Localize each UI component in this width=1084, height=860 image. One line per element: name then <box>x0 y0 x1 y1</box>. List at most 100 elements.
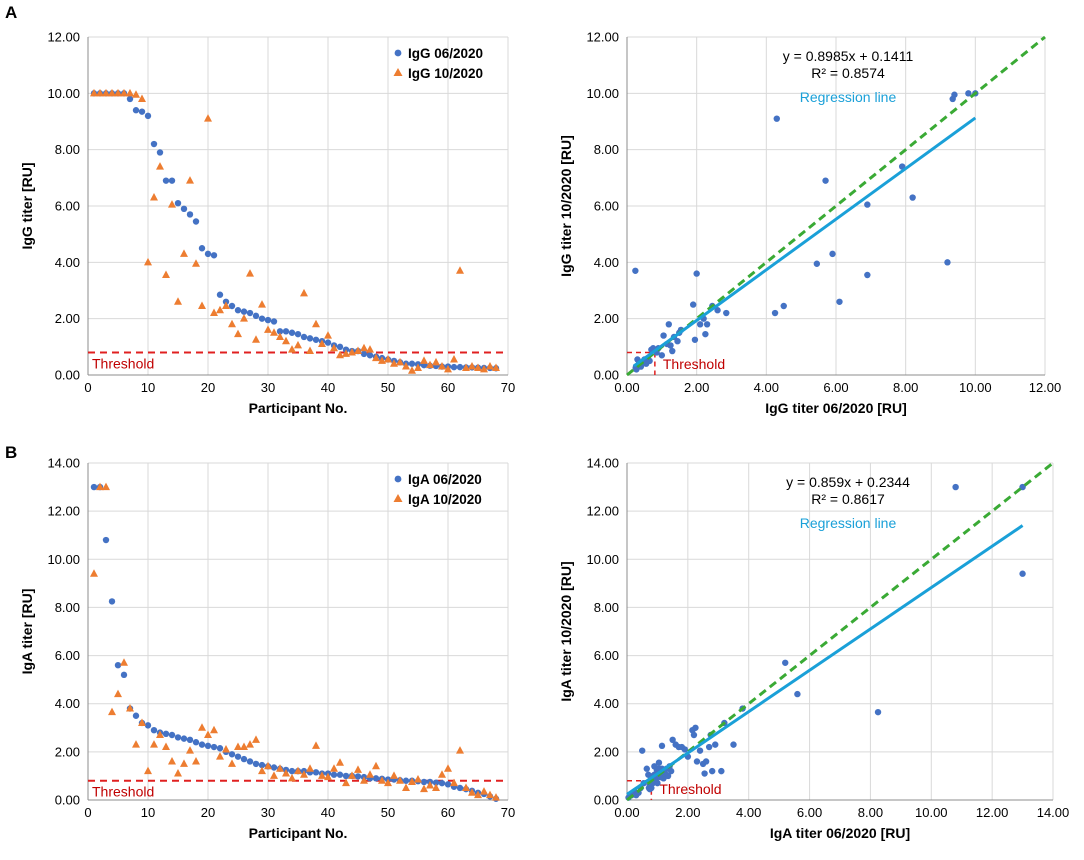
data-point <box>702 330 709 338</box>
data-point <box>705 743 713 751</box>
data-point <box>300 288 308 297</box>
data-point <box>384 355 392 363</box>
data-point <box>692 724 699 731</box>
data-point <box>264 761 272 770</box>
legend-label: IgA 06/2020 <box>408 472 482 487</box>
data-point <box>90 483 98 491</box>
data-point <box>132 712 140 719</box>
data-point <box>336 758 344 766</box>
data-point <box>1019 483 1026 491</box>
data-point <box>709 767 716 775</box>
data-point <box>456 363 464 371</box>
x-tick-label: 0 <box>84 380 91 395</box>
x-tick-label: 6.00 <box>797 805 822 820</box>
x-tick-label: 40 <box>321 805 335 820</box>
data-point <box>264 316 272 324</box>
data-point <box>234 329 242 338</box>
x-tick-label: 60 <box>441 805 455 820</box>
data-point <box>192 259 200 267</box>
data-point <box>270 328 278 336</box>
data-point <box>294 340 302 349</box>
data-point <box>216 305 224 314</box>
data-point <box>486 790 494 799</box>
data-point <box>246 740 254 748</box>
data-point <box>114 689 122 698</box>
data-point <box>228 759 236 767</box>
data-point <box>944 259 951 266</box>
data-point <box>210 252 218 259</box>
x-axis-title: IgG titer 06/2020 [RU] <box>765 400 907 416</box>
data-point <box>718 767 725 775</box>
data-point <box>168 177 176 184</box>
y-tick-label: 10.00 <box>586 552 619 567</box>
data-point <box>120 88 128 97</box>
data-point <box>240 755 248 763</box>
data-point <box>426 781 434 789</box>
data-point <box>402 777 410 784</box>
legend-marker <box>394 49 402 57</box>
data-point <box>108 88 116 97</box>
data-point <box>180 205 188 213</box>
data-point <box>234 307 242 314</box>
x-tick-label: 12.00 <box>1029 380 1062 395</box>
data-point <box>348 347 356 356</box>
data-point <box>120 671 128 679</box>
data-point <box>252 735 260 743</box>
data-point <box>408 777 416 785</box>
data-point <box>909 194 916 201</box>
data-point <box>794 690 801 698</box>
data-point <box>318 339 326 348</box>
data-point <box>864 271 871 279</box>
data-point <box>360 343 368 352</box>
data-point <box>114 88 122 97</box>
data-point <box>702 758 710 765</box>
data-point <box>318 771 326 779</box>
data-point <box>222 744 230 753</box>
data-point <box>456 746 464 754</box>
data-point <box>186 736 194 744</box>
data-point <box>90 88 98 97</box>
data-point <box>366 345 374 353</box>
data-point <box>252 760 260 768</box>
x-tick-label: 6.00 <box>823 380 848 395</box>
data-point <box>306 346 314 355</box>
data-point <box>723 309 730 317</box>
data-point <box>162 177 170 184</box>
data-point <box>639 747 646 754</box>
data-point <box>162 730 170 738</box>
data-point <box>276 328 284 335</box>
y-tick-label: 6.00 <box>55 648 80 663</box>
x-tick-label: 10 <box>141 380 155 395</box>
data-point <box>771 309 779 317</box>
data-point <box>408 366 416 374</box>
data-point <box>132 740 140 748</box>
data-point <box>462 783 470 791</box>
regression-line <box>633 116 977 368</box>
data-point <box>693 758 701 765</box>
data-point <box>168 756 176 765</box>
y-tick-label: 12.00 <box>47 504 80 519</box>
data-point <box>474 363 482 371</box>
x-tick-label: 8.00 <box>858 805 883 820</box>
data-point <box>384 778 392 787</box>
data-point <box>701 770 708 777</box>
data-point <box>480 364 488 373</box>
data-point <box>144 257 152 266</box>
data-point <box>294 330 302 338</box>
data-point <box>438 362 446 370</box>
data-point <box>712 741 719 748</box>
data-point <box>658 742 666 750</box>
data-point <box>258 300 266 308</box>
regression-line <box>626 524 1024 796</box>
legend-marker <box>393 68 403 76</box>
data-point <box>102 482 110 491</box>
data-point <box>270 318 278 325</box>
x-tick-label: 2.00 <box>684 380 709 395</box>
data-point <box>120 658 128 666</box>
data-point <box>372 353 380 362</box>
data-point <box>174 734 182 741</box>
data-point <box>198 741 206 748</box>
data-point <box>282 769 290 777</box>
data-point <box>234 742 242 751</box>
y-tick-label: 0.00 <box>55 793 80 808</box>
